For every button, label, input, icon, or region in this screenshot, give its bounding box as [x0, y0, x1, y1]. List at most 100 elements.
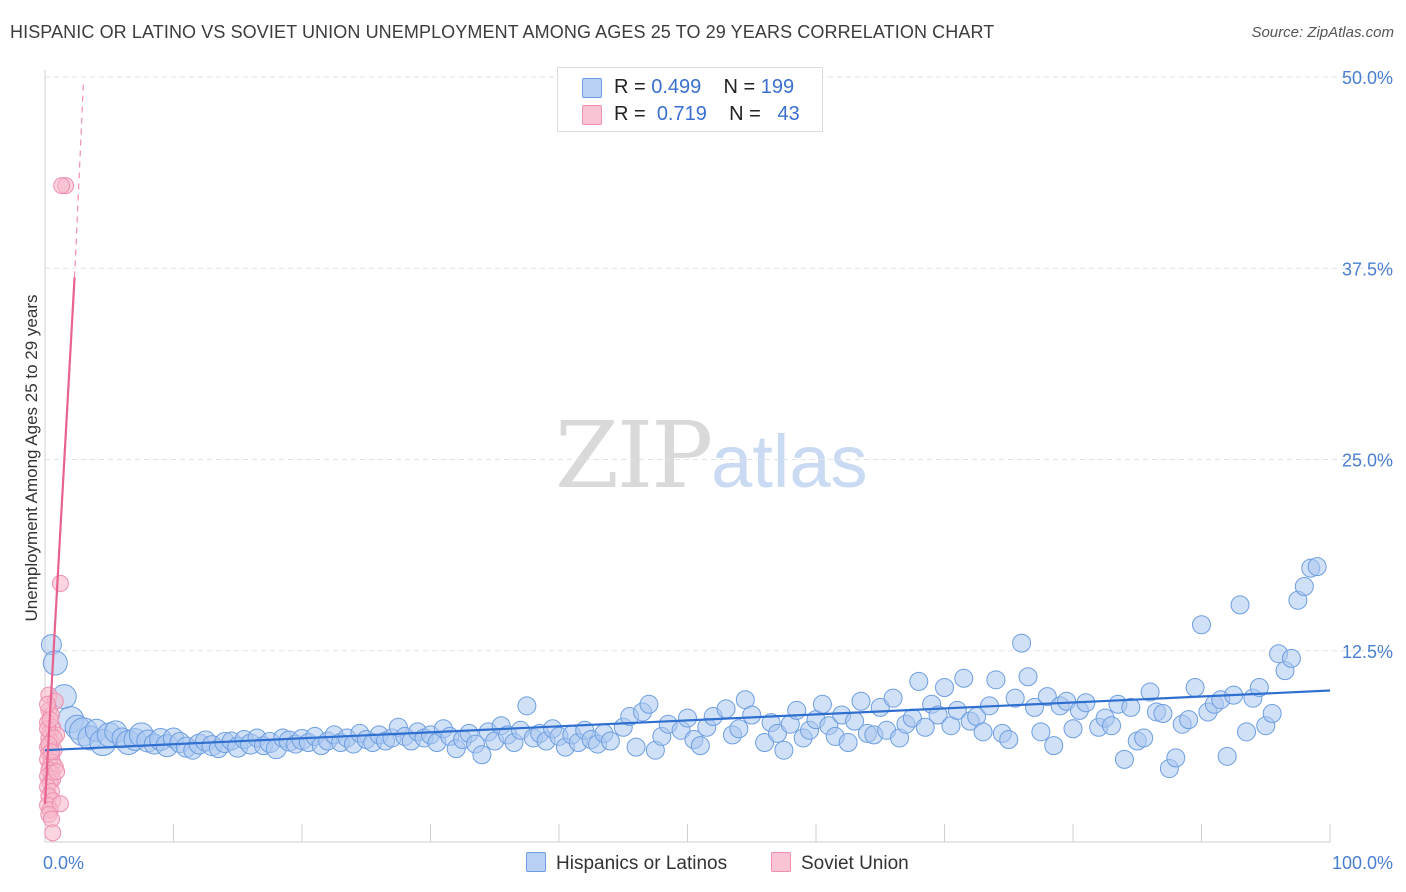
hispanic-point [678, 708, 697, 728]
hispanic-point [883, 688, 903, 708]
hispanic-point [1166, 748, 1186, 768]
y-tick-labels: 12.5% 25.0% 37.5% 50.0% [1342, 68, 1393, 662]
legend-swatch-pink [582, 105, 602, 125]
grid [45, 76, 1392, 652]
hispanic-point [42, 650, 68, 676]
hispanic-point [600, 731, 620, 751]
hispanic-point [639, 694, 659, 714]
hispanic-point [999, 729, 1019, 749]
hispanic-point [1230, 595, 1250, 615]
hispanic-point [1018, 667, 1038, 687]
soviet-trend-extension [73, 80, 85, 278]
legend-r-value: 0.719 [656, 103, 707, 125]
hispanic-point [851, 691, 871, 711]
hispanic-point [729, 719, 749, 739]
hispanic-point [755, 733, 775, 753]
legend-n-label: N = [723, 76, 756, 98]
hispanic-point [1249, 677, 1269, 697]
legend-n-value: 199 [760, 76, 795, 98]
y-tick-label: 50.0% [1342, 68, 1393, 88]
hispanic-point [1294, 576, 1314, 596]
bottom-legend-hispanic: Hispanics or Latinos [526, 852, 727, 875]
hispanic-point [928, 705, 948, 725]
legend-r-value: 0.499 [651, 76, 702, 98]
hispanic-point [986, 670, 1006, 690]
x-tick-label: 0.0% [43, 853, 84, 873]
y-tick-label: 12.5% [1342, 642, 1393, 662]
hispanic-point [1140, 682, 1160, 702]
source-attribution: Source: ZipAtlas.com [1251, 24, 1394, 41]
chart-title: HISPANIC OR LATINO VS SOVIET UNION UNEMP… [10, 22, 995, 42]
legend-box: R = 0.499 N = 199 R = 0.719 N = 43 [557, 67, 823, 132]
watermark-atlas: atlas [711, 420, 868, 503]
hispanic-point [787, 700, 807, 720]
hispanic-point [1134, 728, 1154, 748]
legend-r-label: R = [614, 103, 646, 125]
hispanic-point [1031, 722, 1051, 742]
legend-n-label: N = [729, 103, 761, 125]
soviet-point [44, 824, 62, 842]
hispanic-point [1179, 710, 1199, 730]
bottom-legend-label: Soviet Union [801, 853, 909, 874]
soviet-point [51, 574, 69, 592]
soviet-point [42, 743, 60, 761]
hispanic-point [1005, 688, 1025, 708]
x-tick-label: 100.0% [1332, 853, 1393, 873]
hispanic-point [1121, 697, 1141, 717]
hispanic-point [1236, 722, 1256, 742]
hispanic-point [1037, 687, 1057, 707]
hispanic-point [774, 740, 794, 760]
hispanic-point [1307, 557, 1327, 577]
bottom-legend-label: Hispanics or Latinos [556, 853, 728, 874]
hispanic-point [767, 723, 787, 743]
hispanic-point [1192, 615, 1211, 635]
hispanic-point [716, 699, 736, 719]
hispanic-point [1262, 703, 1282, 723]
bottom-legend-swatch-pink [771, 852, 791, 872]
hispanic-point [626, 737, 646, 757]
hispanic-point [1044, 736, 1064, 756]
hispanic-point [1012, 633, 1032, 653]
legend-r-label: R = [614, 76, 646, 98]
hispanic-point [812, 694, 832, 714]
hispanic-point [1217, 746, 1237, 766]
hispanic-point [742, 705, 762, 725]
y-axis-label: Unemployment Among Ages 25 to 29 years [22, 295, 41, 622]
hispanic-point [935, 677, 954, 697]
x-tick-labels: 0.0% 100.0% [43, 853, 1393, 873]
hispanic-point [517, 696, 537, 716]
hispanic-point [947, 700, 967, 720]
soviet-point [39, 695, 57, 713]
soviet-point [51, 795, 69, 813]
hispanic-points [40, 557, 1327, 779]
hispanic-point [973, 722, 993, 742]
hispanic-point [1057, 691, 1077, 711]
y-tick-label: 25.0% [1342, 451, 1393, 471]
hispanic-point [472, 745, 492, 765]
hispanic-point [1063, 719, 1083, 739]
trend-lines [43, 80, 1331, 804]
y-tick-label: 37.5% [1342, 259, 1393, 279]
watermark-zip: ZIP [555, 402, 713, 509]
soviet-point [48, 763, 66, 781]
legend-swatch-blue [582, 78, 602, 98]
hispanic-point [1185, 677, 1205, 697]
hispanic-point [1024, 697, 1044, 717]
hispanic-point [690, 736, 710, 756]
bottom-legend-soviet: Soviet Union [771, 852, 909, 875]
soviet-trend-line [43, 277, 76, 804]
hispanic-point [954, 668, 974, 688]
hispanic-point [915, 717, 935, 737]
hispanic-point [1102, 716, 1122, 736]
hispanic-trend-line [44, 689, 1331, 752]
legend-n-value: 43 [777, 103, 800, 125]
soviet-point [53, 177, 71, 195]
hispanic-point [1281, 648, 1301, 668]
hispanic-point [838, 733, 858, 753]
watermark: ZIPatlas [555, 402, 867, 509]
hispanic-point [909, 671, 929, 691]
hispanic-point [1114, 749, 1134, 769]
hispanic-point [1153, 703, 1173, 723]
bottom-legend-swatch-blue [526, 852, 546, 872]
